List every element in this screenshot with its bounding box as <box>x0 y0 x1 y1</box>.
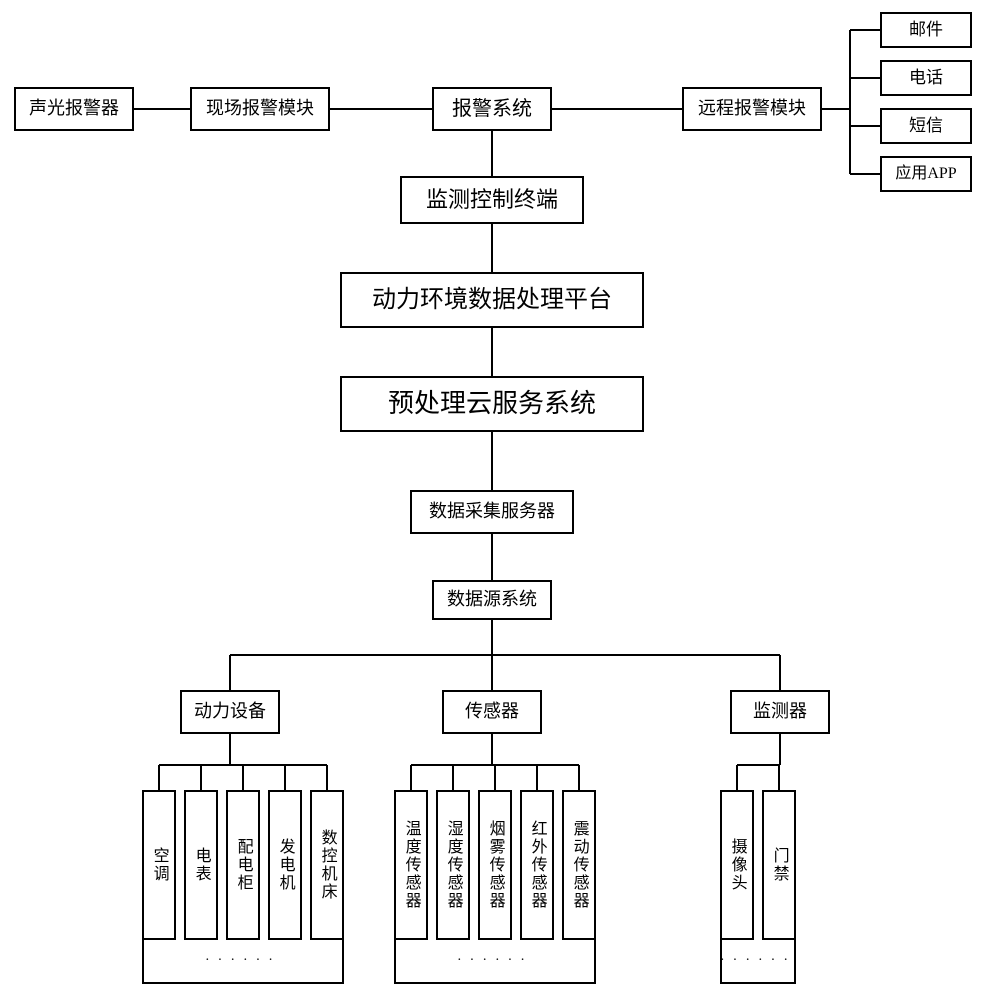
connector <box>850 77 880 79</box>
node-label: 电话 <box>909 68 943 88</box>
connector <box>491 224 493 272</box>
node-label: 数据源系统 <box>447 589 537 611</box>
node-onsite_alarm: 现场报警模块 <box>190 87 330 131</box>
connector <box>242 765 244 790</box>
connector <box>326 765 328 790</box>
node-camera: 摄像头 <box>720 790 754 940</box>
connector <box>284 765 286 790</box>
connector <box>778 765 780 790</box>
connector <box>229 655 231 690</box>
node-power_equip: 动力设备 <box>180 690 280 734</box>
node-label: 震动传感器 <box>569 820 588 910</box>
node-monitors: 监测器 <box>730 690 830 734</box>
connector <box>200 765 202 790</box>
connector <box>491 534 493 580</box>
node-label: 门禁 <box>769 847 788 883</box>
connector <box>822 108 850 110</box>
node-cloud_preproc: 预处理云服务系统 <box>340 376 644 432</box>
node-smoke_sensor: 烟雾传感器 <box>478 790 512 940</box>
connector <box>779 655 781 690</box>
node-label: 邮件 <box>909 20 943 40</box>
node-label: 监测器 <box>753 701 807 723</box>
connector <box>494 765 496 790</box>
node-sensors: 传感器 <box>442 690 542 734</box>
node-phone: 电话 <box>880 60 972 96</box>
node-app: 应用APP <box>880 156 972 192</box>
connector <box>491 655 493 690</box>
node-env_platform: 动力环境数据处理平台 <box>340 272 644 328</box>
node-label: 现场报警模块 <box>206 98 314 120</box>
node-label: 声光报警器 <box>29 98 119 120</box>
connector <box>491 734 493 765</box>
ellipsis-box: ······ <box>720 940 796 984</box>
node-remote_alarm: 远程报警模块 <box>682 87 822 131</box>
connector <box>491 328 493 376</box>
node-aircon: 空调 <box>142 790 176 940</box>
connector <box>230 654 780 656</box>
node-label: 动力环境数据处理平台 <box>372 286 612 315</box>
node-monitor_term: 监测控制终端 <box>400 176 584 224</box>
node-label: 报警系统 <box>452 97 532 121</box>
connector <box>491 131 493 176</box>
node-alarm_system: 报警系统 <box>432 87 552 131</box>
node-label: 空调 <box>149 847 168 883</box>
node-temp_sensor: 温度传感器 <box>394 790 428 940</box>
node-label: 短信 <box>909 116 943 136</box>
connector <box>779 734 781 765</box>
node-door: 门禁 <box>762 790 796 940</box>
node-label: 配电柜 <box>233 838 252 892</box>
connector <box>491 432 493 490</box>
ellipsis-box: ······ <box>142 940 344 984</box>
connector <box>330 108 432 110</box>
node-meter: 电表 <box>184 790 218 940</box>
node-cabinet: 配电柜 <box>226 790 260 940</box>
connector <box>736 765 738 790</box>
connector <box>849 30 851 174</box>
connector <box>850 173 880 175</box>
node-label: 监测控制终端 <box>426 187 558 213</box>
connector <box>491 620 493 655</box>
node-label: 数控机床 <box>317 829 336 901</box>
node-ir_sensor: 红外传感器 <box>520 790 554 940</box>
connector <box>552 108 682 110</box>
connector <box>229 734 231 765</box>
node-label: 传感器 <box>465 701 519 723</box>
node-label: 红外传感器 <box>527 820 546 910</box>
node-label: 远程报警模块 <box>698 98 806 120</box>
connector <box>850 125 880 127</box>
node-label: 摄像头 <box>727 838 746 892</box>
diagram-canvas: 声光报警器 现场报警模块 报警系统 远程报警模块 邮件电话短信应用APP 监测控制终端动力… <box>0 0 985 1000</box>
node-humid_sensor: 湿度传感器 <box>436 790 470 940</box>
node-label: 预处理云服务系统 <box>388 388 596 419</box>
connector <box>410 765 412 790</box>
node-data_source: 数据源系统 <box>432 580 552 620</box>
connector <box>134 108 190 110</box>
node-email: 邮件 <box>880 12 972 48</box>
node-cnc: 数控机床 <box>310 790 344 940</box>
node-label: 烟雾传感器 <box>485 820 504 910</box>
node-label: 发电机 <box>275 838 294 892</box>
connector <box>452 765 454 790</box>
node-label: 温度传感器 <box>401 820 420 910</box>
connector <box>737 764 780 766</box>
node-label: 动力设备 <box>194 701 266 723</box>
connector <box>158 765 160 790</box>
node-sms: 短信 <box>880 108 972 144</box>
node-data_server: 数据采集服务器 <box>410 490 574 534</box>
node-label: 湿度传感器 <box>443 820 462 910</box>
node-label: 应用APP <box>895 164 956 183</box>
node-alarm_light: 声光报警器 <box>14 87 134 131</box>
ellipsis-box: ······ <box>394 940 596 984</box>
connector <box>578 765 580 790</box>
node-label: 电表 <box>191 847 210 883</box>
connector <box>850 29 880 31</box>
node-label: 数据采集服务器 <box>429 501 555 523</box>
node-generator: 发电机 <box>268 790 302 940</box>
node-vib_sensor: 震动传感器 <box>562 790 596 940</box>
connector <box>536 765 538 790</box>
